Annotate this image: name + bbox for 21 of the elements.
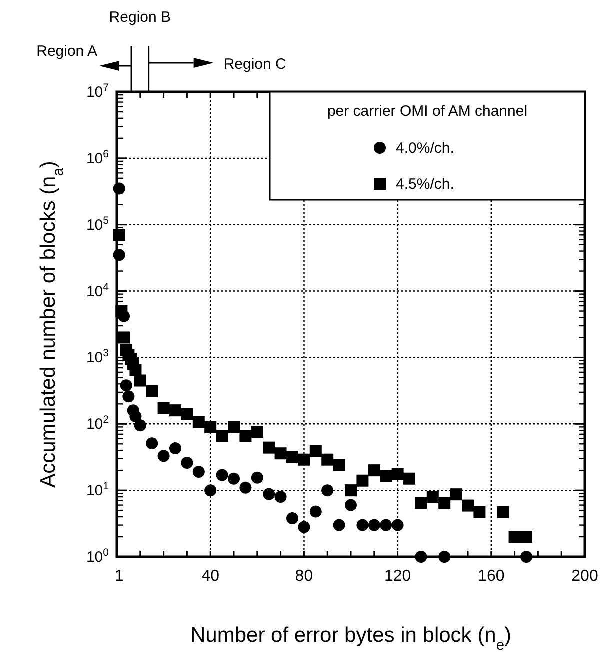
y-tick-label: 10$^{7}$ <box>86 82 110 101</box>
text: Region C <box>224 56 287 73</box>
y-tick-label: 10$^{4}$ <box>86 281 110 300</box>
x-tick-label: 120 <box>384 568 412 585</box>
y-tick-label: 10$^{6}$ <box>86 148 110 168</box>
x-tick-label: 40 <box>202 568 220 585</box>
y-tick-label: 10$^{0}$ <box>86 547 110 566</box>
legend-title: per carrier OMI of AM channel <box>327 103 528 120</box>
text: Region B <box>109 9 172 26</box>
text: Region A <box>36 43 98 60</box>
y-tick-label: 10$^{2}$ <box>86 414 110 434</box>
legend-label: 4.0%/ch. <box>396 140 454 157</box>
x-tick-label: 80 <box>295 568 314 585</box>
x-tick-label: 200 <box>572 568 598 585</box>
x-tick-label: 160 <box>478 568 505 585</box>
y-tick-label: 10$^{1}$ <box>86 480 110 500</box>
x-tick-label: 1 <box>114 568 124 585</box>
y-tick-label: 10$^{3}$ <box>86 348 110 367</box>
legend-label: 4.5%/ch. <box>396 176 454 193</box>
x-axis-title: Number of error bytes in block (n$_{e}$) <box>190 624 512 653</box>
y-tick-label: 10$^{5}$ <box>86 214 110 234</box>
